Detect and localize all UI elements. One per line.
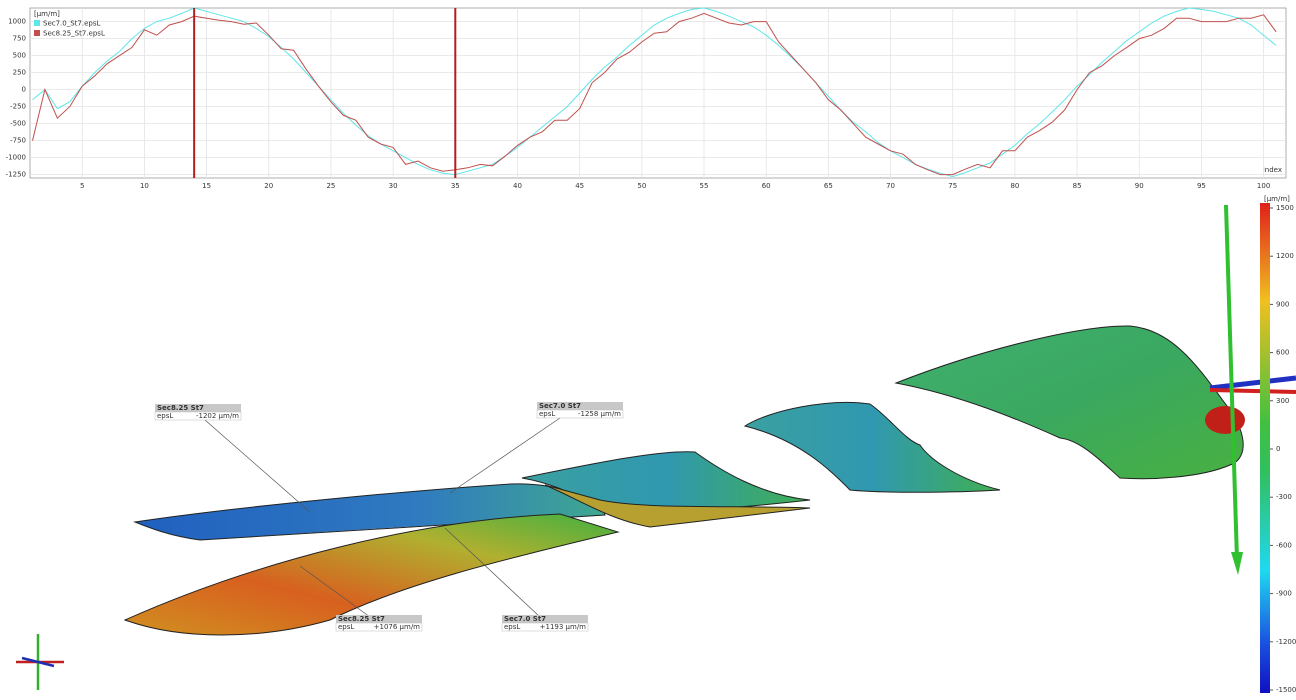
legend-swatch: [34, 30, 40, 36]
colorbar-tick-label: 0: [1276, 445, 1280, 453]
annotation-title: Sec8.25 St7: [157, 404, 204, 412]
colorbar-tick-label: -300: [1276, 493, 1292, 501]
x-tick-label: 65: [824, 182, 833, 190]
axis-marker: [1210, 378, 1296, 388]
legend-entry: Sec8.25_St7.epsL: [43, 30, 105, 38]
colorbar-tick-label: 1500: [1276, 204, 1294, 212]
colorbar-tick-label: -900: [1276, 590, 1292, 598]
x-tick-label: 50: [637, 182, 646, 190]
annotation-field: epsL: [157, 412, 173, 420]
y-tick-label: -750: [10, 137, 26, 145]
annotation-title: Sec7.0 St7: [539, 402, 581, 410]
x-tick-label: 40: [513, 182, 522, 190]
line-chart: [µm/m] Index -1250 -1000 -750 -500 -250 0 250 5…: [6, 8, 1286, 190]
x-tick-label: 5: [80, 182, 84, 190]
y-tick-label: 500: [13, 52, 26, 60]
x-tick-label: 10: [140, 182, 149, 190]
colorbar-tick-label: 900: [1276, 300, 1289, 308]
x-tick-label: 85: [1073, 182, 1082, 190]
colorbar-tick-label: 1200: [1276, 252, 1294, 260]
annotation-value: -1258 µm/m: [578, 410, 621, 418]
x-tick-label: 95: [1197, 182, 1206, 190]
annotation-value: +1076 µm/m: [374, 623, 421, 631]
legend-swatch: [34, 20, 40, 26]
annotation-field: epsL: [539, 410, 555, 418]
annotation-field: epsL: [338, 623, 354, 631]
colorbar-tick-label: 600: [1276, 349, 1289, 357]
plot-area: [30, 8, 1286, 178]
colorbar-tick-label: -600: [1276, 541, 1292, 549]
annotation-title: Sec8.25 St7: [338, 615, 385, 623]
x-tick-label: 20: [264, 182, 273, 190]
load-arrow-head: [1231, 552, 1243, 575]
colorbar-tick-label: 300: [1276, 397, 1289, 405]
x-axis-label: Index: [1263, 166, 1282, 174]
x-tick-label: 55: [700, 182, 709, 190]
colorbar-tick-label: -1500: [1276, 686, 1296, 694]
colorbar-ramp: [1260, 203, 1270, 693]
legend-entry: Sec7.0_St7.epsL: [43, 20, 100, 28]
x-tick-label: 30: [389, 182, 398, 190]
x-tick-label: 70: [886, 182, 895, 190]
blade-section: [745, 402, 1000, 492]
app-window: [µm/m] Index -1250-1000-750-500-25002505…: [0, 0, 1296, 696]
colorbar: [µm/m] 1500 1200 900 600 300 0 -300 -600 -900 -12…: [1260, 195, 1296, 694]
x-tick-label: 80: [1010, 182, 1019, 190]
x-tick-label: 90: [1135, 182, 1144, 190]
y-tick-label: 1000: [8, 18, 26, 26]
x-tick-label: 75: [948, 182, 957, 190]
y-tick-label: 750: [13, 35, 26, 43]
colorbar-tick-label: -1200: [1276, 638, 1296, 646]
y-tick-label: -500: [10, 120, 26, 128]
colorbar-label: [µm/m]: [1264, 195, 1290, 203]
y-tick-label: -250: [10, 103, 26, 111]
y-tick-label: 250: [13, 69, 26, 77]
y-tick-label: -1000: [6, 154, 26, 162]
3d-view: [16, 205, 1296, 690]
x-tick-label: 35: [451, 182, 460, 190]
x-tick-label: 60: [762, 182, 771, 190]
y-tick-label: -1250: [6, 171, 26, 179]
annotation-field: epsL: [504, 623, 520, 631]
hot-spot: [1205, 406, 1245, 434]
annotation-value: +1193 µm/m: [540, 623, 587, 631]
x-tick-label: 25: [326, 182, 335, 190]
axis-marker: [1210, 390, 1296, 392]
x-tick-label: 15: [202, 182, 211, 190]
annotation-value: -1202 µm/m: [196, 412, 239, 420]
annotation-title: Sec7.0 St7: [504, 615, 546, 623]
y-tick-label: 0: [22, 86, 26, 94]
x-tick-label: 100: [1257, 182, 1270, 190]
axis-triad: [16, 634, 64, 690]
y-axis-label: [µm/m]: [34, 10, 60, 18]
x-tick-label: 45: [575, 182, 584, 190]
blade-section: [896, 326, 1243, 479]
load-arrow: [1226, 205, 1237, 560]
